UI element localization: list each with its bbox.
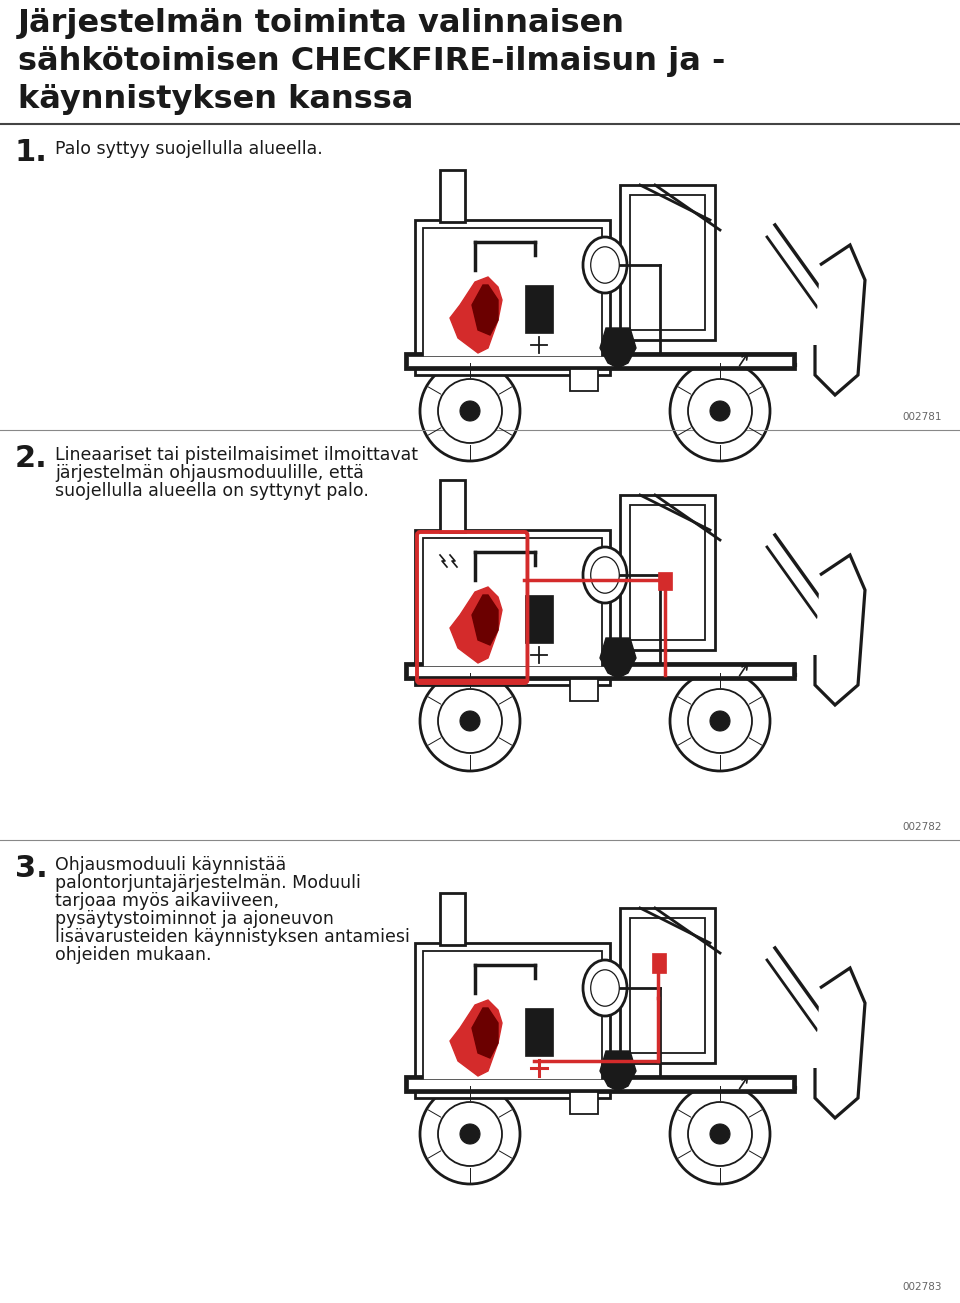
Text: sähkötoimisen CHECKFIRE-ilmaisun ja -: sähkötoimisen CHECKFIRE-ilmaisun ja - <box>18 46 726 77</box>
Bar <box>658 572 672 590</box>
Polygon shape <box>600 328 636 367</box>
Polygon shape <box>472 285 498 335</box>
Text: suojellulla alueella on syttynyt palo.: suojellulla alueella on syttynyt palo. <box>55 482 369 500</box>
Text: 2.: 2. <box>15 444 48 473</box>
Bar <box>630 195 705 330</box>
Text: 002782: 002782 <box>902 822 942 833</box>
Bar <box>652 952 666 973</box>
Circle shape <box>460 1124 480 1144</box>
Circle shape <box>460 711 480 731</box>
Circle shape <box>688 379 752 443</box>
Circle shape <box>670 1084 770 1184</box>
Text: lisävarusteiden käynnistyksen antamiesi: lisävarusteiden käynnistyksen antamiesi <box>55 928 410 946</box>
Text: 002781: 002781 <box>902 412 942 422</box>
Bar <box>630 919 705 1053</box>
Circle shape <box>420 361 520 461</box>
Bar <box>423 951 602 1091</box>
Bar <box>525 285 553 334</box>
Bar <box>440 169 465 222</box>
Text: 1.: 1. <box>15 138 48 167</box>
Bar <box>423 228 602 367</box>
Polygon shape <box>472 595 498 645</box>
Circle shape <box>438 379 502 443</box>
Bar <box>570 1092 598 1114</box>
Circle shape <box>670 671 770 771</box>
Bar <box>620 908 715 1063</box>
Bar <box>620 495 715 650</box>
Circle shape <box>710 711 730 731</box>
Bar <box>405 1076 795 1092</box>
Text: Palo syttyy suojellulla alueella.: Palo syttyy suojellulla alueella. <box>55 139 323 158</box>
Ellipse shape <box>583 547 627 603</box>
Ellipse shape <box>590 556 619 593</box>
Bar <box>630 506 705 640</box>
Ellipse shape <box>583 237 627 293</box>
Bar <box>525 1009 553 1055</box>
Text: käynnistyksen kanssa: käynnistyksen kanssa <box>18 83 414 115</box>
Polygon shape <box>450 278 502 353</box>
Circle shape <box>688 689 752 753</box>
Polygon shape <box>600 638 636 678</box>
Ellipse shape <box>590 969 619 1006</box>
Bar <box>570 679 598 701</box>
Bar <box>570 369 598 391</box>
Ellipse shape <box>590 246 619 283</box>
Circle shape <box>710 401 730 421</box>
Circle shape <box>438 1102 502 1166</box>
Circle shape <box>710 1124 730 1144</box>
Bar <box>405 663 795 679</box>
Text: ohjeiden mukaan.: ohjeiden mukaan. <box>55 946 211 964</box>
Text: 3.: 3. <box>15 853 48 883</box>
Text: Lineaariset tai pisteilmaisimet ilmoittavat: Lineaariset tai pisteilmaisimet ilmoitta… <box>55 446 418 464</box>
Bar <box>440 893 465 945</box>
Bar <box>415 530 610 685</box>
Circle shape <box>670 361 770 461</box>
Polygon shape <box>600 1052 636 1091</box>
Polygon shape <box>815 245 865 395</box>
Bar <box>408 666 792 676</box>
Circle shape <box>420 1084 520 1184</box>
Polygon shape <box>815 968 865 1118</box>
Circle shape <box>438 689 502 753</box>
Bar <box>620 185 715 340</box>
Bar <box>408 1079 792 1089</box>
Polygon shape <box>450 586 502 663</box>
Circle shape <box>460 401 480 421</box>
Circle shape <box>420 671 520 771</box>
Text: 002783: 002783 <box>902 1282 942 1293</box>
Bar <box>423 538 602 678</box>
Bar <box>405 353 795 369</box>
Ellipse shape <box>583 960 627 1016</box>
Text: tarjoaa myös aikaviiveen,: tarjoaa myös aikaviiveen, <box>55 893 279 909</box>
Text: Järjestelmän toiminta valinnaisen: Järjestelmän toiminta valinnaisen <box>18 8 625 39</box>
Bar <box>525 595 553 642</box>
Polygon shape <box>815 555 865 705</box>
Bar <box>440 480 465 532</box>
Polygon shape <box>450 999 502 1076</box>
Text: järjestelmän ohjausmoduulille, että: järjestelmän ohjausmoduulille, että <box>55 464 364 482</box>
Polygon shape <box>472 1009 498 1058</box>
Bar <box>415 943 610 1098</box>
Bar <box>415 220 610 375</box>
Text: pysäytystoiminnot ja ajoneuvon: pysäytystoiminnot ja ajoneuvon <box>55 909 334 928</box>
Bar <box>408 356 792 366</box>
Text: palontorjuntajärjestelmän. Moduuli: palontorjuntajärjestelmän. Moduuli <box>55 874 361 893</box>
Circle shape <box>688 1102 752 1166</box>
Text: Ohjausmoduuli käynnistää: Ohjausmoduuli käynnistää <box>55 856 286 874</box>
